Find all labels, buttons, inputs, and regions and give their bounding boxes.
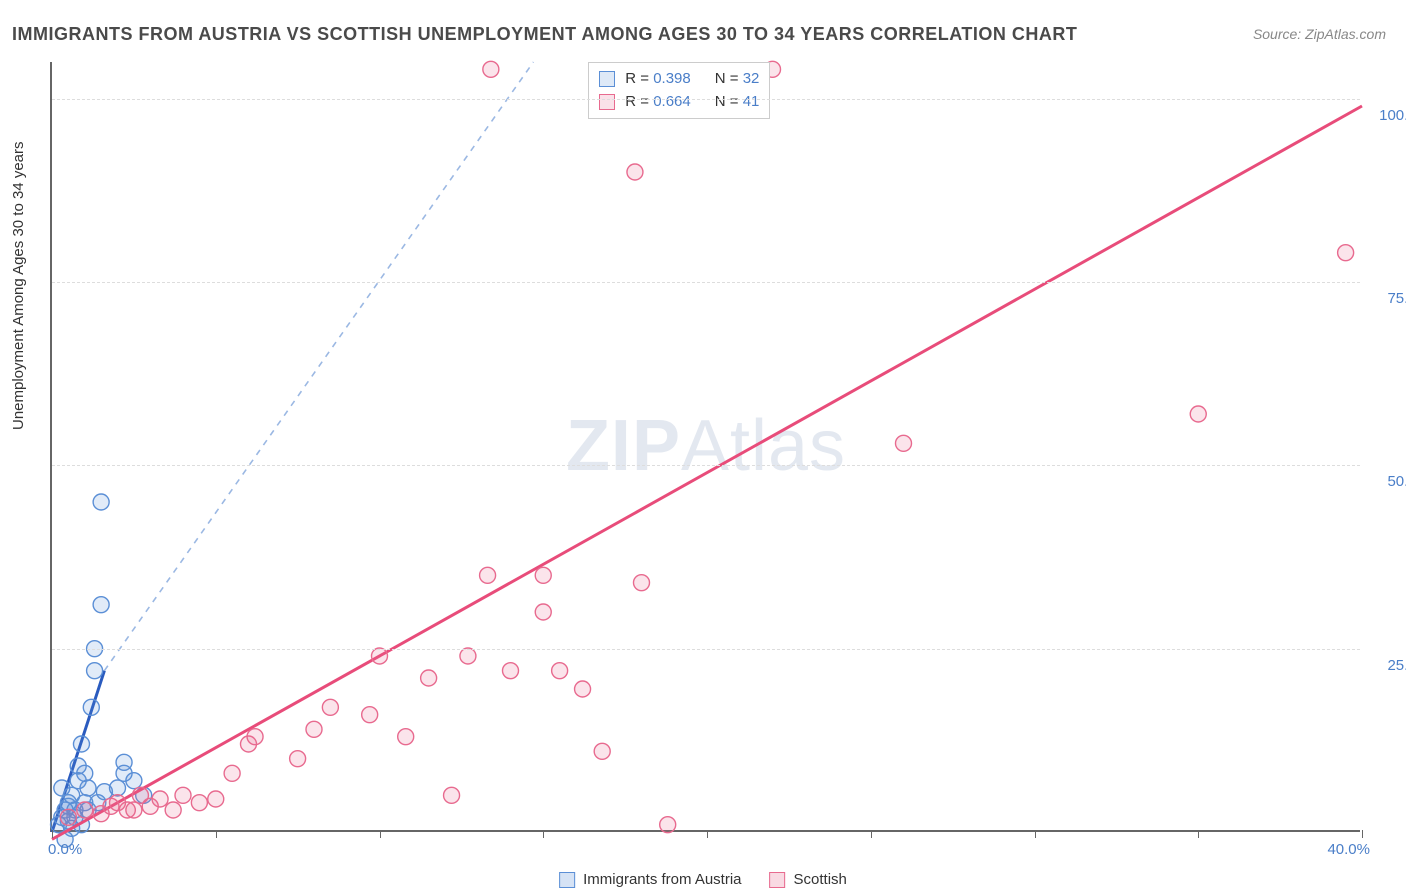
scatter-point [96, 784, 112, 800]
x-tick [543, 830, 544, 838]
regression-line [52, 106, 1362, 839]
scatter-point [126, 773, 142, 789]
x-tick [216, 830, 217, 838]
scatter-point [60, 809, 76, 825]
x-axis-min-label: 0.0% [48, 841, 82, 858]
scatter-point [398, 729, 414, 745]
scatter-point [1190, 406, 1206, 422]
y-tick-label: 100.0% [1370, 107, 1406, 124]
source-attribution: Source: ZipAtlas.com [1253, 26, 1386, 42]
scatter-point [126, 802, 142, 818]
scatter-point [93, 597, 109, 613]
legend-bottom: Immigrants from Austria Scottish [559, 871, 847, 888]
x-tick [707, 830, 708, 838]
scatter-point [594, 743, 610, 759]
scatter-point [575, 681, 591, 697]
legend-label: Scottish [794, 871, 847, 888]
scatter-point [634, 575, 650, 591]
scatter-point [175, 787, 191, 803]
gridline-horizontal [52, 99, 1360, 100]
stats-r-label: R = 0.398 [625, 67, 690, 90]
scatter-point [444, 787, 460, 803]
scatter-point [77, 765, 93, 781]
scatter-point [460, 648, 476, 664]
scatter-point [306, 721, 322, 737]
scatter-point [77, 802, 93, 818]
y-tick-label: 50.0% [1370, 473, 1406, 490]
stats-row: R = 0.398 N = 32 [599, 67, 759, 90]
plot-svg [52, 62, 1360, 830]
scatter-point [660, 817, 676, 833]
stats-r-label: R = 0.664 [625, 90, 690, 113]
scatter-point [372, 648, 388, 664]
x-tick [871, 830, 872, 838]
legend-swatch [559, 872, 575, 888]
scatter-point [483, 61, 499, 77]
scatter-point [552, 663, 568, 679]
x-tick [1198, 830, 1199, 838]
scatter-point [535, 567, 551, 583]
scatter-point [116, 754, 132, 770]
scatter-point [103, 798, 119, 814]
scatter-point [54, 780, 70, 796]
stats-n-label: N = 41 [715, 90, 760, 113]
scatter-point [208, 791, 224, 807]
scatter-point [322, 699, 338, 715]
y-tick-label: 25.0% [1370, 657, 1406, 674]
scatter-point [503, 663, 519, 679]
x-axis-max-label: 40.0% [1327, 841, 1370, 858]
scatter-point [73, 736, 89, 752]
scatter-point [152, 791, 168, 807]
scatter-point [1338, 245, 1354, 261]
x-tick [1362, 830, 1363, 838]
stats-swatch [599, 94, 615, 110]
scatter-point [191, 795, 207, 811]
y-axis-label: Unemployment Among Ages 30 to 34 years [10, 141, 27, 430]
gridline-horizontal [52, 465, 1360, 466]
x-tick [380, 830, 381, 838]
chart-container: IMMIGRANTS FROM AUSTRIA VS SCOTTISH UNEM… [0, 0, 1406, 892]
stats-row: R = 0.664 N = 41 [599, 90, 759, 113]
scatter-point [165, 802, 181, 818]
legend-label: Immigrants from Austria [583, 871, 741, 888]
scatter-point [421, 670, 437, 686]
scatter-point [224, 765, 240, 781]
gridline-horizontal [52, 649, 1360, 650]
plot-area: ZIPAtlas R = 0.398N = 32R = 0.664N = 41 … [50, 62, 1360, 832]
scatter-point [93, 494, 109, 510]
scatter-point [627, 164, 643, 180]
scatter-point [83, 699, 99, 715]
scatter-point [896, 435, 912, 451]
stats-n-label: N = 32 [715, 67, 760, 90]
stats-swatch [599, 71, 615, 87]
legend-item: Immigrants from Austria [559, 871, 741, 888]
scatter-point [290, 751, 306, 767]
scatter-point [535, 604, 551, 620]
scatter-point [362, 707, 378, 723]
scatter-point [87, 663, 103, 679]
legend-item: Scottish [770, 871, 847, 888]
scatter-point [480, 567, 496, 583]
gridline-horizontal [52, 282, 1360, 283]
x-tick [1035, 830, 1036, 838]
chart-title: IMMIGRANTS FROM AUSTRIA VS SCOTTISH UNEM… [12, 24, 1077, 45]
correlation-stats-box: R = 0.398 N = 32 R = 0.664 N = 41 [588, 62, 770, 119]
x-tick [52, 830, 53, 838]
y-tick-label: 75.0% [1370, 290, 1406, 307]
legend-swatch [770, 872, 786, 888]
regression-line-extrapolated [104, 62, 533, 671]
scatter-point [80, 780, 96, 796]
scatter-point [241, 736, 257, 752]
